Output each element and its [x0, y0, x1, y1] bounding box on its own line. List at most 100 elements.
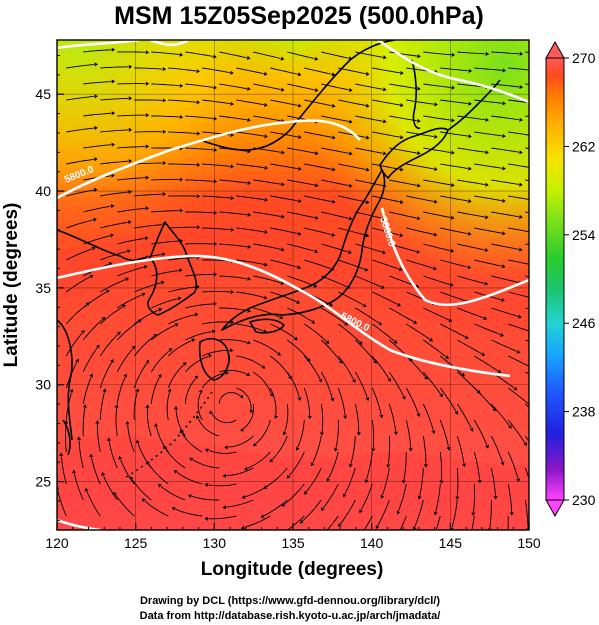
streamline	[440, 291, 467, 302]
streamline	[78, 440, 84, 469]
streamline	[151, 270, 179, 277]
streamline-arrowhead	[297, 397, 302, 401]
streamline-arrowhead	[94, 94, 98, 99]
streamline-arrowhead	[519, 150, 523, 155]
streamline	[372, 67, 400, 74]
streamline	[321, 179, 349, 187]
streamline	[66, 95, 95, 101]
streamline-arrowhead	[110, 204, 115, 209]
streamline-arrowhead	[213, 210, 218, 215]
streamline	[372, 99, 400, 106]
streamline	[184, 378, 196, 405]
streamline-arrowhead	[89, 453, 94, 458]
streamline-arrowhead	[101, 471, 106, 476]
streamline-arrowhead	[179, 177, 184, 182]
streamline	[219, 115, 248, 121]
streamline	[474, 163, 502, 169]
streamline-arrowhead	[168, 348, 173, 352]
streamline	[440, 355, 463, 375]
streamline	[439, 387, 457, 412]
streamline	[100, 160, 129, 165]
streamline-arrowhead	[450, 248, 455, 253]
streamline	[363, 515, 373, 530]
streamline	[202, 163, 231, 167]
streamline	[236, 387, 252, 410]
streamline	[457, 147, 485, 153]
streamline-arrowhead	[230, 132, 235, 137]
streamline	[269, 387, 277, 416]
streamline	[508, 163, 529, 168]
streamline-arrowhead	[293, 336, 298, 341]
streamline-arrowhead	[484, 248, 489, 252]
streamline	[321, 83, 349, 91]
streamline-arrowhead	[194, 312, 199, 317]
streamline	[287, 339, 309, 360]
streamline	[423, 179, 451, 186]
streamline	[236, 227, 265, 233]
streamline	[184, 355, 209, 373]
streamline-arrowhead	[130, 476, 134, 481]
streamline	[160, 486, 186, 501]
streamline-arrowhead	[296, 300, 301, 304]
streamline	[524, 435, 529, 443]
streamline	[116, 377, 126, 405]
streamline-arrowhead	[348, 216, 353, 221]
streamline	[422, 435, 427, 464]
streamline	[456, 403, 472, 429]
streamline-arrowhead	[434, 134, 438, 139]
streamline-arrowhead	[280, 87, 285, 92]
streamline-arrowhead	[348, 463, 353, 468]
streamline	[83, 112, 112, 117]
streamline	[73, 473, 84, 501]
streamline	[457, 275, 485, 284]
streamline-arrowhead	[111, 47, 116, 52]
streamline-arrowhead	[160, 280, 165, 285]
streamline-arrowhead	[318, 378, 323, 383]
streamline-arrowhead	[94, 157, 98, 162]
streamline	[117, 266, 144, 277]
colorbar-tick-label: 254	[572, 227, 596, 243]
streamline	[100, 97, 129, 101]
streamline	[508, 355, 529, 367]
streamline-arrowhead	[167, 388, 172, 393]
streamline-arrowhead	[111, 173, 115, 178]
streamline	[284, 403, 289, 432]
streamline	[389, 179, 417, 186]
streamline	[185, 147, 214, 151]
streamline	[91, 457, 101, 485]
streamline-arrowhead	[121, 304, 126, 309]
streamline-arrowhead	[466, 543, 470, 547]
streamline-arrowhead	[111, 142, 115, 147]
streamline	[350, 435, 356, 464]
streamline-arrowhead	[264, 134, 268, 139]
streamline	[185, 115, 214, 119]
streamline	[117, 207, 146, 213]
streamline	[405, 387, 419, 414]
streamline-arrowhead	[205, 448, 209, 453]
streamline	[490, 435, 503, 462]
streamline	[439, 451, 443, 480]
streamline	[236, 291, 264, 298]
streamline	[321, 275, 348, 288]
streamline	[208, 450, 237, 454]
streamline-arrowhead	[519, 214, 523, 219]
streamline-arrowhead	[174, 323, 179, 327]
streamline	[304, 99, 332, 107]
streamline-arrowhead	[82, 404, 87, 408]
streamline	[354, 371, 368, 398]
streamline	[297, 419, 305, 448]
streamline	[287, 179, 315, 186]
streamline-arrowhead	[113, 491, 118, 496]
streamline-arrowhead	[247, 276, 251, 281]
streamline-arrowhead	[468, 68, 473, 73]
streamline-arrowhead	[364, 479, 369, 484]
streamline-arrowhead	[194, 375, 199, 380]
streamline-arrowhead	[433, 266, 437, 271]
colorbar-tick-label: 262	[572, 138, 596, 154]
y-tick-label: 30	[35, 377, 51, 393]
streamline-arrowhead	[111, 111, 116, 116]
streamline	[270, 355, 290, 377]
streamline	[355, 211, 383, 219]
streamline-arrowhead	[408, 448, 413, 452]
streamline-arrowhead	[380, 285, 385, 289]
